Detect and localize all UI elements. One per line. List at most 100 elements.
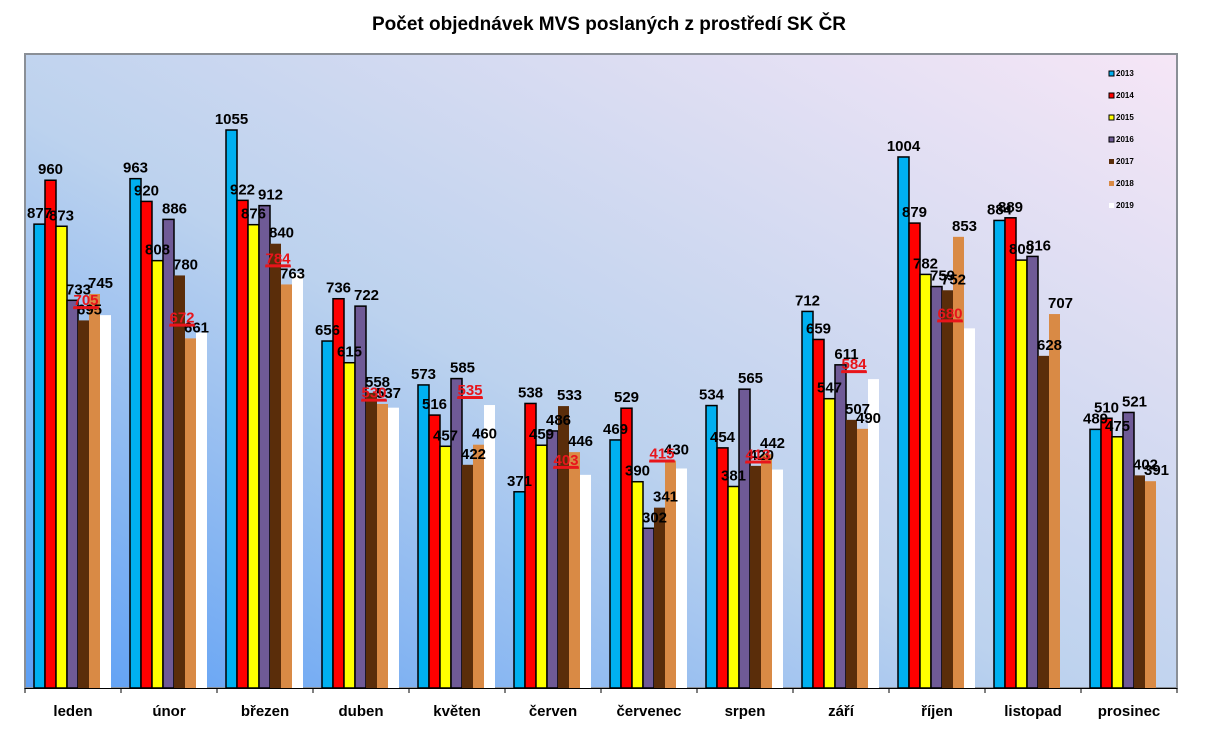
data-label-2018-7: 442: [760, 435, 785, 452]
bar-2013-1: [129, 177, 142, 689]
data-label-2013-1: 963: [123, 160, 148, 177]
data-label-2016-10: 816: [1026, 237, 1051, 254]
data-label-2014-11: 510: [1094, 399, 1119, 416]
bar-2013-7: [705, 404, 718, 689]
data-label-2017-9: 752: [941, 271, 966, 288]
data-label-2019-3: 530: [361, 385, 386, 402]
data-label-2015-4: 457: [433, 427, 458, 444]
data-label-2015-3: 615: [337, 344, 362, 361]
data-label-2014-4: 516: [422, 396, 447, 413]
data-label-2019-5: 403: [553, 452, 578, 469]
bar-2013-3: [321, 340, 334, 689]
data-label-2014-10: 889: [998, 199, 1023, 216]
bar-2016-10: [1026, 255, 1039, 689]
bar-2018-7: [761, 454, 772, 688]
data-label-2015-6: 390: [625, 463, 650, 480]
x-tick-label: srpen: [725, 703, 766, 720]
bar-2017-3: [366, 392, 377, 688]
data-label-2017-2: 840: [269, 225, 294, 242]
data-label-2016-11: 521: [1122, 393, 1147, 410]
data-label-2019-6: 415: [649, 446, 674, 463]
legend-label-2017: 2017: [1116, 157, 1134, 166]
bar-2016-3: [354, 305, 367, 689]
data-label-2018-5: 446: [568, 433, 593, 450]
data-label-2013-10: 884: [987, 201, 1013, 218]
data-label-2018-0: 745: [88, 275, 113, 292]
bar-2014-0: [44, 179, 57, 689]
bar-2013-2: [225, 129, 238, 689]
data-label-2013-5: 371: [507, 473, 532, 490]
bar-2015-8: [823, 397, 836, 689]
data-label-2017-0: 695: [77, 301, 102, 318]
legend-label-2016: 2016: [1116, 135, 1134, 144]
data-label-2016-8: 611: [834, 346, 858, 363]
data-label-2013-4: 573: [411, 366, 436, 383]
bar-2018-4: [473, 444, 484, 688]
bar-2015-11: [1111, 436, 1124, 689]
data-label-2018-8: 490: [856, 410, 881, 427]
legend: 2013 2014 2015 2016 2017 2018 2019: [1108, 69, 1134, 210]
data-label-2019-0: 705: [73, 292, 98, 309]
data-label-2013-2: 1055: [215, 111, 248, 128]
bar-2013-4: [417, 384, 430, 689]
bar-2017-5: [558, 406, 569, 688]
legend-label-2019: 2019: [1116, 201, 1134, 210]
data-label-2013-6: 469: [603, 421, 628, 438]
data-label-2016-7: 565: [738, 370, 763, 387]
bar-2016-5: [546, 430, 559, 689]
bar-2018-9: [953, 236, 964, 688]
bar-2019-5: [580, 474, 591, 688]
data-label-2014-1: 920: [134, 182, 159, 199]
bar-2017-1: [174, 275, 185, 688]
data-label-2015-5: 459: [529, 426, 554, 443]
data-label-2018-2: 763: [280, 265, 305, 282]
data-label-2013-0: 877: [27, 205, 52, 222]
bar-2017-2: [270, 243, 281, 688]
data-label-2019-4: 535: [457, 382, 482, 399]
data-label-2017-10: 628: [1037, 337, 1062, 354]
bar-2018-1: [185, 338, 196, 688]
data-label-2014-6: 529: [614, 389, 639, 406]
bar-2015-10: [1015, 259, 1028, 689]
data-label-2016-6: 302: [642, 509, 667, 526]
data-label-2017-4: 422: [461, 446, 486, 463]
data-label-2018-6: 430: [664, 442, 689, 459]
bar-2018-3: [377, 403, 388, 688]
bar-2015-2: [247, 223, 260, 689]
data-label-2014-0: 960: [38, 161, 63, 178]
x-tick-label: březen: [241, 703, 289, 720]
legend-label-2014: 2014: [1116, 91, 1134, 100]
bar-2016-6: [642, 527, 655, 689]
data-label-2018-9: 853: [952, 218, 977, 235]
bar-2017-4: [462, 464, 473, 688]
bar-2018-8: [857, 428, 868, 688]
bar-2017-7: [750, 465, 761, 688]
bar-2013-0: [33, 223, 46, 689]
bar-2016-9: [930, 285, 943, 689]
bar-2014-4: [428, 414, 441, 689]
bar-2016-11: [1122, 411, 1135, 689]
data-label-2013-3: 656: [315, 322, 340, 339]
data-label-2019-1: 672: [169, 310, 194, 327]
x-tick-label: červen: [529, 703, 577, 720]
bar-2019-7: [772, 469, 783, 688]
data-label-2014-9: 879: [902, 204, 927, 221]
legend-swatch-2016: [1108, 136, 1115, 143]
data-label-2015-7: 381: [721, 467, 746, 484]
bar-2016-7: [738, 388, 751, 689]
data-label-2015-11: 475: [1105, 418, 1130, 435]
data-label-2015-8: 547: [817, 380, 842, 397]
x-axis-ticks: [24, 688, 1178, 693]
legend-swatch-2017: [1109, 159, 1114, 164]
bar-2014-2: [236, 199, 249, 689]
legend-swatch-2015: [1108, 114, 1115, 121]
bar-2017-0: [78, 320, 89, 688]
bar-2019-8: [868, 379, 879, 688]
x-tick-label: únor: [152, 703, 185, 720]
data-label-2016-2: 912: [258, 187, 283, 204]
bar-2015-7: [727, 485, 740, 689]
data-label-2013-9: 1004: [887, 138, 921, 155]
data-label-2016-9: 759: [930, 268, 955, 285]
data-label-2018-10: 707: [1048, 295, 1073, 312]
data-label-2017-7: 420: [749, 447, 774, 464]
